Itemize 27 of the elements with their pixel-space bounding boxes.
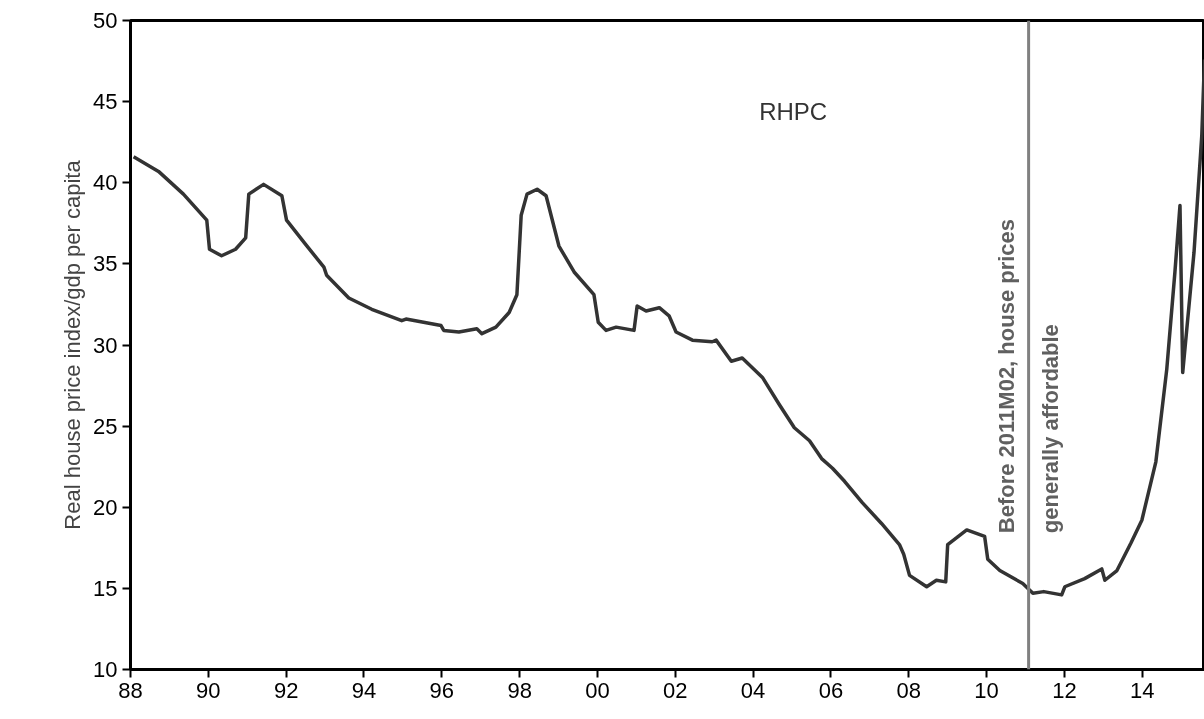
- x-tick-label: 12: [1052, 677, 1077, 703]
- x-tick-label: 90: [196, 677, 221, 703]
- y-tick-label: 25: [93, 413, 118, 439]
- text: RHPC: [759, 97, 828, 125]
- y-tick-label: 30: [93, 332, 118, 358]
- x-tick-label: 06: [818, 677, 844, 703]
- x-tick-label: 92: [273, 677, 299, 703]
- x-tick-label: 94: [351, 677, 377, 703]
- y-tick-label: 20: [93, 494, 118, 520]
- x-tick-label: 04: [740, 677, 766, 703]
- line-series: [131, 57, 1204, 597]
- x-tick-label: 88: [118, 677, 143, 703]
- x-tick-label: 00: [585, 677, 610, 703]
- x-tick-label: 96: [429, 677, 455, 703]
- x-tick-label: 10: [974, 677, 999, 703]
- x-tick-label: 98: [507, 677, 532, 703]
- y-tick-label: 10: [93, 657, 118, 682]
- y-axis-title: Real house price index/gdp per capita: [60, 159, 86, 530]
- x-tick-label: 08: [896, 677, 922, 703]
- y-tick-label: 50: [93, 8, 118, 33]
- y-tick-label: 15: [93, 575, 118, 601]
- y-tick-label: 45: [93, 89, 118, 115]
- x-tick-label: 14: [1130, 677, 1155, 703]
- ref-line-label: Before 2011M02, house prices generally affordable: [994, 218, 1064, 534]
- x-tick-label: 02: [663, 677, 688, 703]
- y-tick-label: 40: [93, 170, 118, 196]
- y-tick-label: 35: [93, 251, 118, 277]
